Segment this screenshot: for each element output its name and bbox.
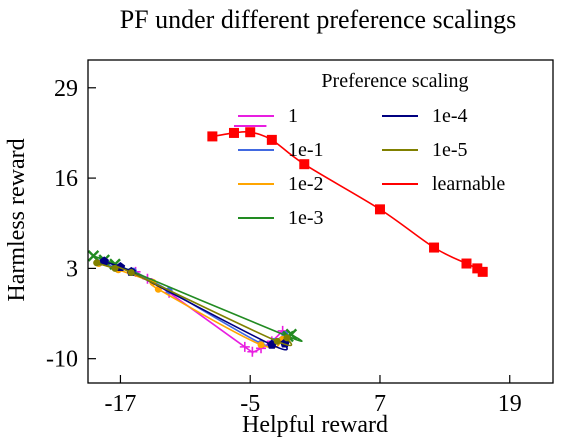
y-tick-label: -10 (46, 347, 78, 373)
data-point-learnable (266, 134, 277, 145)
data-point-learnable (245, 127, 256, 138)
series-1e-2 (95, 260, 287, 349)
legend-label: 1e-4 (432, 105, 468, 127)
y-tick-label: 3 (66, 256, 78, 282)
x-tick-label: 19 (498, 391, 522, 417)
data-point-1e-5 (93, 259, 101, 267)
legend-item-1: 1 (238, 105, 298, 127)
series-line-1e-2 (98, 262, 284, 349)
y-tick-label: 29 (54, 76, 78, 102)
data-point-1 (247, 346, 258, 357)
legend-item-1e-1: 1e-1 (238, 139, 324, 161)
data-point-learnable (461, 258, 472, 269)
x-axis-label: Helpful reward (242, 412, 388, 438)
data-point-1e-4 (99, 256, 109, 266)
data-point-learnable (477, 266, 488, 277)
data-point-learnable (374, 204, 385, 215)
series-line-1e-1 (98, 262, 286, 348)
legend-item-1e-4: 1e-4 (382, 105, 468, 127)
legend-item-1e-5: 1e-5 (382, 139, 468, 161)
plot-area (87, 124, 488, 357)
chart-title: PF under different preference scalings (120, 5, 517, 34)
data-point-learnable (472, 263, 483, 274)
series-line-1e-5 (96, 262, 293, 347)
data-point-1 (239, 341, 250, 352)
legend-label: 1e-2 (288, 173, 324, 195)
y-axis-label: Harmless reward (4, 138, 30, 301)
legend-item-1e-2: 1e-2 (238, 173, 324, 195)
data-point-learnable (228, 127, 239, 138)
x-tick-label: -5 (240, 391, 260, 417)
data-point-1e-5 (283, 334, 291, 342)
data-point-1e-3 (87, 250, 100, 262)
legend: Preference scaling 1 1e-1 1e-2 1e-3 1e-4 1e-5… (238, 70, 505, 229)
legend-title: Preference scaling (321, 70, 468, 92)
series-1e-5 (93, 259, 293, 347)
series-learnable (207, 127, 488, 277)
x-tick-label: -17 (104, 391, 136, 417)
data-point-1e-5 (111, 264, 119, 272)
legend-item-learnable: learnable (382, 173, 505, 195)
legend-label: 1e-1 (288, 139, 324, 161)
data-point-learnable (207, 131, 218, 142)
legend-label: 1 (288, 105, 298, 127)
x-axis: -17 -5 7 19 (104, 375, 522, 417)
y-tick-label: 16 (54, 166, 78, 192)
legend-item-1e-3: 1e-3 (238, 207, 324, 229)
legend-label: 1e-3 (288, 207, 324, 229)
data-point-1e-5 (127, 269, 135, 277)
data-point-1e-2 (257, 341, 265, 349)
legend-label: learnable (432, 173, 505, 195)
legend-label: 1e-5 (432, 139, 468, 161)
x-tick-label: 7 (374, 391, 386, 417)
data-point-1e-5 (273, 337, 281, 345)
plot-frame (87, 59, 554, 384)
data-point-learnable (299, 159, 310, 170)
data-point-learnable (429, 242, 440, 253)
y-axis: 29 16 3 -10 (46, 76, 96, 373)
